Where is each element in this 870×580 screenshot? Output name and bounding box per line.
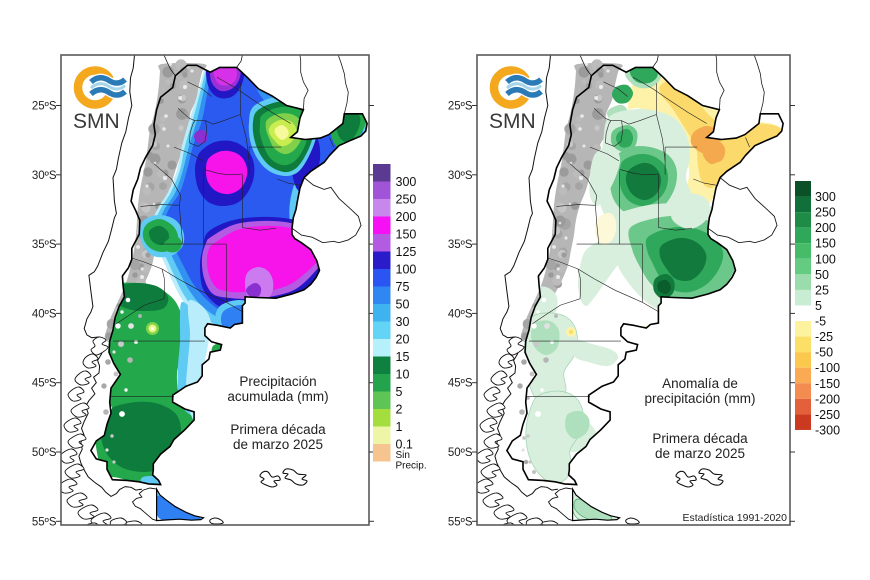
svg-text:25: 25: [815, 283, 829, 297]
svg-text:150: 150: [815, 237, 836, 251]
svg-text:40ºS: 40ºS: [32, 308, 57, 320]
svg-text:100: 100: [815, 252, 836, 266]
svg-text:30ºS: 30ºS: [32, 170, 57, 182]
svg-text:-5: -5: [815, 315, 826, 329]
svg-text:55ºS: 55ºS: [32, 516, 57, 528]
svg-text:35ºS: 35ºS: [32, 239, 57, 251]
svg-text:45ºS: 45ºS: [448, 378, 473, 390]
svg-text:45ºS: 45ºS: [32, 378, 57, 390]
svg-text:200: 200: [396, 210, 417, 224]
svg-text:50: 50: [815, 268, 829, 282]
svg-text:5: 5: [815, 299, 822, 313]
svg-text:15: 15: [396, 350, 410, 364]
svg-text:-50: -50: [815, 346, 833, 360]
svg-text:250: 250: [396, 193, 417, 207]
svg-text:Precipitación: Precipitación: [239, 374, 316, 389]
svg-text:5: 5: [396, 385, 403, 399]
svg-text:55ºS: 55ºS: [448, 516, 473, 528]
svg-text:25ºS: 25ºS: [448, 101, 473, 113]
svg-text:100: 100: [396, 263, 417, 277]
svg-text:SMN: SMN: [489, 110, 536, 133]
svg-text:-100: -100: [815, 361, 840, 375]
svg-text:25ºS: 25ºS: [32, 101, 57, 113]
svg-text:2: 2: [396, 403, 403, 417]
svg-text:Primera década: Primera década: [652, 431, 748, 446]
svg-text:1: 1: [396, 420, 403, 434]
svg-text:Anomalía de: Anomalía de: [662, 376, 738, 391]
svg-text:0.1: 0.1: [396, 438, 413, 452]
svg-text:50ºS: 50ºS: [32, 447, 57, 459]
svg-text:35ºS: 35ºS: [448, 239, 473, 251]
svg-text:de marzo 2025: de marzo 2025: [233, 437, 323, 452]
svg-text:-200: -200: [815, 392, 840, 406]
svg-text:Primera década: Primera década: [230, 422, 326, 437]
svg-text:de marzo 2025: de marzo 2025: [655, 446, 745, 461]
svg-text:Sin: Sin: [396, 450, 410, 461]
svg-text:200: 200: [815, 221, 836, 235]
svg-text:30: 30: [396, 315, 410, 329]
svg-text:75: 75: [396, 280, 410, 294]
svg-text:30ºS: 30ºS: [448, 170, 473, 182]
svg-text:40ºS: 40ºS: [448, 308, 473, 320]
svg-text:SMN: SMN: [73, 110, 120, 133]
svg-text:Estadística 1991-2020: Estadística 1991-2020: [683, 512, 788, 524]
svg-text:acumulada (mm): acumulada (mm): [227, 389, 328, 404]
svg-text:-150: -150: [815, 377, 840, 391]
svg-text:10: 10: [396, 368, 410, 382]
svg-text:50: 50: [396, 298, 410, 312]
svg-text:20: 20: [396, 333, 410, 347]
svg-text:50ºS: 50ºS: [448, 447, 473, 459]
svg-text:150: 150: [396, 228, 417, 242]
svg-text:-300: -300: [815, 424, 840, 438]
svg-text:Precip.: Precip.: [396, 461, 427, 472]
svg-text:-25: -25: [815, 330, 833, 344]
svg-text:300: 300: [396, 175, 417, 189]
svg-text:250: 250: [815, 206, 836, 220]
svg-text:125: 125: [396, 245, 417, 259]
svg-text:-250: -250: [815, 408, 840, 422]
svg-text:precipitación (mm): precipitación (mm): [644, 391, 755, 406]
svg-text:300: 300: [815, 190, 836, 204]
